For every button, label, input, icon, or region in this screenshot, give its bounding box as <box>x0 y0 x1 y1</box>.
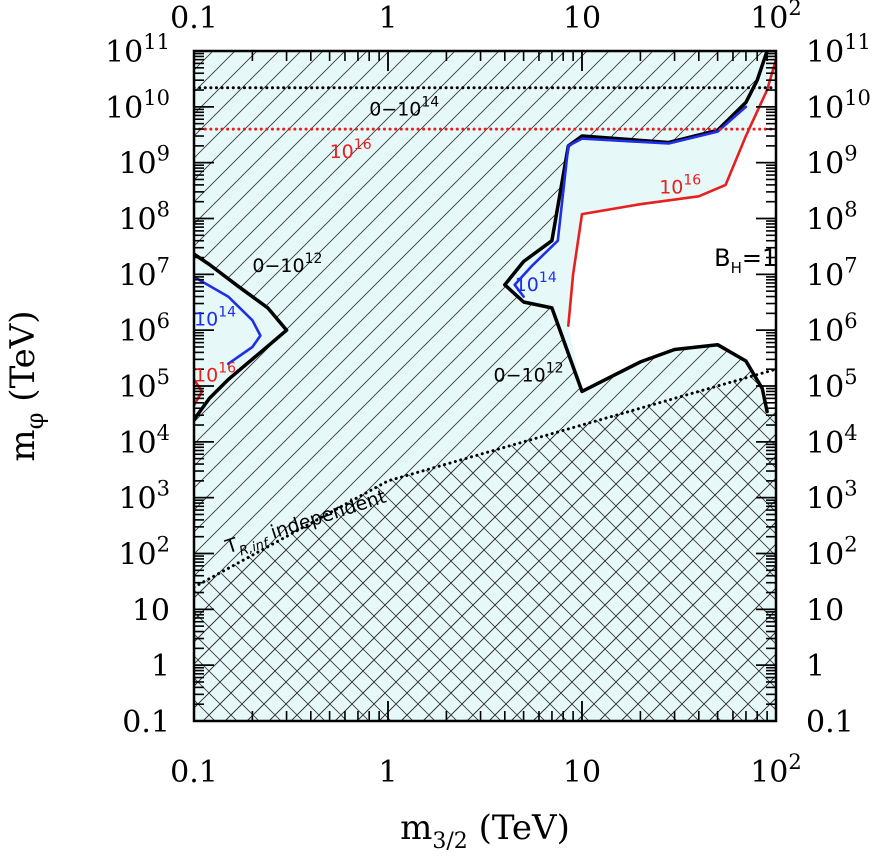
y-tick-label-right: 109 <box>806 142 858 182</box>
series-red-right <box>567 58 776 327</box>
x-tick-label-bottom: 102 <box>750 750 802 790</box>
series-black-right-contour <box>503 51 769 287</box>
y-tick-label-right: 0.1 <box>806 705 854 740</box>
y-tick-label-left: 1010 <box>105 86 170 126</box>
y-tick-label-right: 1011 <box>806 30 871 70</box>
hatch-free-region-left <box>194 254 287 420</box>
contour-label: 1016 <box>659 173 701 199</box>
x-tick-label-top: 0.1 <box>170 1 218 36</box>
plot-area <box>194 51 776 721</box>
y-axis-title-sub: φ <box>21 413 49 430</box>
y-tick-label-right: 104 <box>806 421 858 461</box>
series-blue-left <box>194 275 262 366</box>
ticks-layer <box>193 50 777 722</box>
contour-label: 1014 <box>515 270 557 296</box>
y-tick-label-right: 106 <box>806 309 858 349</box>
x-axis-title-sub: 3/2 <box>432 829 467 854</box>
y-tick-label-right: 105 <box>806 365 858 405</box>
y-axis-title-unit: (TeV) <box>3 310 43 401</box>
hatch-crosshatch-region <box>194 369 776 721</box>
series-tr-independent <box>194 367 776 589</box>
y-tick-label-left: 1011 <box>105 30 170 70</box>
y-tick-label-left: 106 <box>118 309 170 349</box>
y-tick-label-left: 10 <box>132 593 170 628</box>
series-black-upper-left <box>194 252 289 422</box>
x-tick-label-top: 1 <box>378 1 397 36</box>
y-tick-label-right: 1010 <box>806 86 871 126</box>
y-tick-label-left: 102 <box>118 533 170 573</box>
contour-label: 0−1012 <box>252 251 322 277</box>
x-tick-label-bottom: 10 <box>563 755 601 790</box>
y-tick-label-left: 0.1 <box>122 705 170 740</box>
contour-label: 1016 <box>330 137 372 163</box>
y-tick-label-right: 10 <box>806 593 844 628</box>
bh-label: BH=1 <box>714 244 777 277</box>
x-tick-label-bottom: 1 <box>378 755 397 790</box>
x-tick-label-top: 102 <box>750 0 802 36</box>
x-tick-label-bottom: 0.1 <box>170 755 218 790</box>
y-tick-label-right: 107 <box>806 253 858 293</box>
x-axis-title-unit: (TeV) <box>479 808 570 848</box>
series-blue-right <box>513 105 748 298</box>
y-axis-title-base: m <box>3 429 43 461</box>
contour-label: 1016 <box>194 361 236 387</box>
x-axis-title-base: m <box>400 808 432 848</box>
y-tick-label-left: 103 <box>118 477 170 517</box>
x-tick-label-top: 10 <box>563 1 601 36</box>
contour-label: 1014 <box>194 305 236 331</box>
y-tick-label-left: 1 <box>151 649 170 684</box>
y-tick-label-left: 105 <box>118 365 170 405</box>
series-layer <box>194 51 776 589</box>
y-tick-label-left: 108 <box>118 198 170 238</box>
y-tick-label-left: 107 <box>118 253 170 293</box>
y-tick-label-right: 1 <box>806 649 825 684</box>
y-tick-label-left: 104 <box>118 421 170 461</box>
y-tick-label-right: 102 <box>806 533 858 573</box>
series-black-right-lower <box>503 283 769 414</box>
y-axis-title: mφ (TeV) <box>3 310 49 461</box>
contour-label: 0−1012 <box>494 361 564 387</box>
contour-label: 0−1014 <box>369 94 439 120</box>
bh-region <box>568 59 776 412</box>
y-tick-label-left: 109 <box>118 142 170 182</box>
x-axis-title: m3/2 (TeV) <box>400 808 570 854</box>
y-tick-label-right: 108 <box>806 198 858 238</box>
y-tick-label-right: 103 <box>806 477 858 517</box>
